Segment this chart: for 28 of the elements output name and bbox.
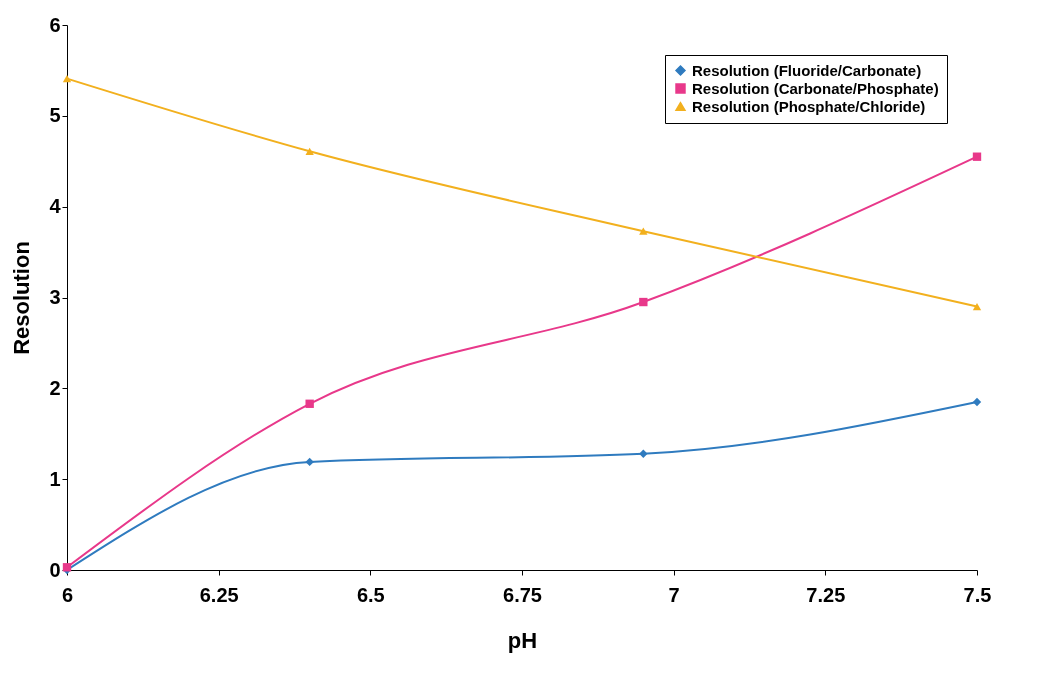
point xyxy=(972,302,982,311)
point xyxy=(62,74,72,83)
point xyxy=(972,152,982,161)
y-tick-label: 1 xyxy=(49,467,61,490)
x-tick-label: 6.75 xyxy=(503,583,542,606)
legend-label: Resolution (Fluoride/Carbonate) xyxy=(692,61,922,79)
y-axis-title: Resolution xyxy=(9,241,35,355)
x-tick-label: 6.5 xyxy=(356,583,385,606)
point xyxy=(639,449,648,458)
y-tick-label: 0 xyxy=(49,558,61,581)
x-tick-label: 7 xyxy=(668,583,680,606)
point xyxy=(639,227,648,235)
x-tick-label: 7.5 xyxy=(963,583,992,606)
x-tick-label: 7.25 xyxy=(806,583,846,606)
point xyxy=(972,397,982,407)
y-tick-label: 4 xyxy=(49,195,62,218)
y-tick-label: 3 xyxy=(49,286,61,308)
point xyxy=(639,297,648,307)
legend-label: Resolution (Carbonate/Phosphate) xyxy=(692,79,939,97)
y-tick-label: 5 xyxy=(49,104,61,127)
y-tick-label: 2 xyxy=(49,376,61,399)
legend-label: Resolution (Phosphate/Chloride) xyxy=(692,97,926,115)
point xyxy=(305,147,314,155)
x-tick-label: 6.25 xyxy=(199,583,239,606)
point xyxy=(305,457,314,467)
y-tick-label: 6 xyxy=(49,13,61,36)
point xyxy=(305,399,314,408)
x-axis-title: pH xyxy=(507,627,538,653)
